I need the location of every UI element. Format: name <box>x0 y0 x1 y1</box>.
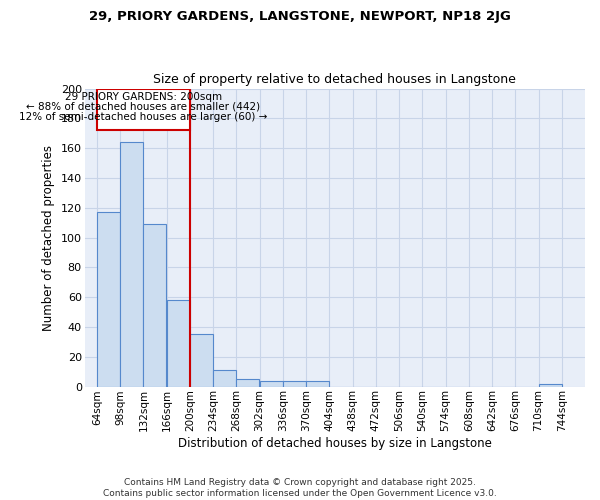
Bar <box>143 224 166 386</box>
Title: Size of property relative to detached houses in Langstone: Size of property relative to detached ho… <box>154 73 516 86</box>
Bar <box>539 384 562 386</box>
Bar <box>213 370 236 386</box>
Bar <box>120 142 143 386</box>
Bar <box>283 380 306 386</box>
Bar <box>306 380 329 386</box>
Bar <box>167 300 190 386</box>
Text: Contains HM Land Registry data © Crown copyright and database right 2025.
Contai: Contains HM Land Registry data © Crown c… <box>103 478 497 498</box>
Text: 29, PRIORY GARDENS, LANGSTONE, NEWPORT, NP18 2JG: 29, PRIORY GARDENS, LANGSTONE, NEWPORT, … <box>89 10 511 23</box>
Text: 12% of semi-detached houses are larger (60) →: 12% of semi-detached houses are larger (… <box>19 112 268 122</box>
Bar <box>97 212 120 386</box>
Text: ← 88% of detached houses are smaller (442): ← 88% of detached houses are smaller (44… <box>26 102 260 112</box>
Y-axis label: Number of detached properties: Number of detached properties <box>42 144 55 330</box>
X-axis label: Distribution of detached houses by size in Langstone: Distribution of detached houses by size … <box>178 437 492 450</box>
Bar <box>236 379 259 386</box>
Text: 29 PRIORY GARDENS: 200sqm: 29 PRIORY GARDENS: 200sqm <box>65 92 222 102</box>
Bar <box>260 380 283 386</box>
Bar <box>190 334 213 386</box>
Bar <box>97 88 190 130</box>
